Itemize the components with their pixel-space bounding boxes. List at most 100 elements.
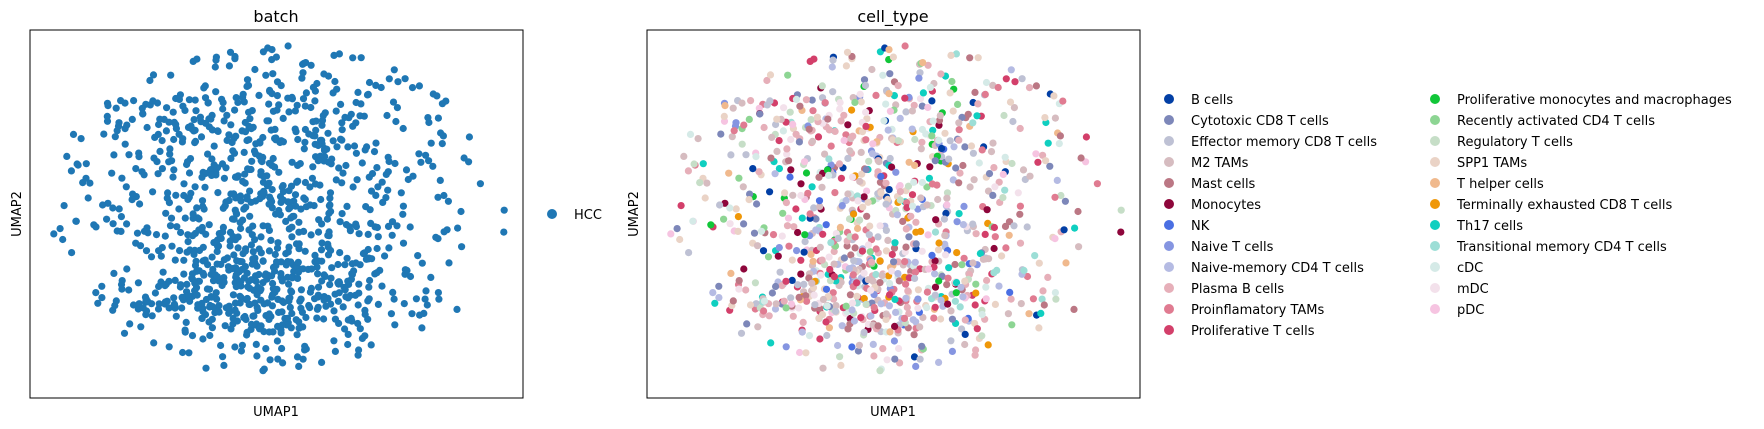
cell-type-point [991, 183, 999, 191]
cell-type-legend-marker [1164, 262, 1174, 272]
batch-point [115, 205, 123, 213]
cell-type-point [755, 168, 763, 176]
batch-point [383, 111, 391, 120]
batch-point [247, 198, 255, 206]
cell-type-point [805, 125, 813, 133]
cell-type-point [911, 258, 919, 266]
cell-type-point [760, 297, 769, 305]
cell-type-point [899, 217, 907, 225]
batch-point [231, 299, 240, 307]
batch-point [140, 227, 149, 235]
cell-type-point [882, 247, 891, 255]
batch-point [391, 321, 399, 329]
batch-point [143, 307, 151, 315]
cell-type-point [961, 340, 969, 349]
batch-point [245, 122, 253, 130]
cell-type-legend-marker [1430, 115, 1440, 125]
batch-point [59, 235, 67, 244]
cell-type-point [726, 220, 734, 228]
batch-point [233, 317, 241, 325]
cell-type-point [707, 221, 715, 229]
batch-point [199, 202, 207, 211]
batch-point [355, 346, 363, 354]
cell-type-point [792, 205, 800, 213]
batch-point [354, 88, 362, 96]
cell-type-point [935, 277, 943, 285]
cell-type-point [1117, 206, 1125, 214]
batch-point [295, 240, 303, 248]
batch-point [225, 131, 233, 139]
batch-point [178, 293, 186, 301]
cell-type-point [788, 276, 796, 284]
cell-type-point [926, 83, 935, 91]
batch-point [340, 283, 348, 291]
batch-point [328, 264, 336, 272]
cell-type-point [716, 201, 724, 209]
batch-point [409, 172, 417, 180]
batch-point [356, 112, 364, 120]
batch-point [82, 160, 90, 168]
batch-point [265, 315, 273, 323]
cell-type-point [808, 137, 817, 145]
cell-type-point [854, 347, 863, 355]
cell-type-point [787, 294, 795, 302]
cell-type-point [792, 130, 800, 138]
cell-type-point [910, 178, 918, 186]
cell-type-point [786, 173, 794, 181]
batch-point [397, 189, 405, 197]
batch-point [362, 255, 370, 263]
cell-type-point [730, 127, 738, 135]
batch-point [68, 249, 76, 257]
cell-type-point [1050, 92, 1058, 100]
cell-type-point [911, 161, 919, 169]
cell-type-point [886, 154, 894, 163]
cell-type-point [805, 274, 813, 282]
cell-type-point [1031, 252, 1039, 260]
cell-type-point [941, 129, 949, 137]
cell-type-point [1074, 207, 1082, 216]
batch-point [210, 142, 218, 150]
cell-type-point [1037, 309, 1045, 317]
cell-type-point [860, 193, 868, 201]
cell-type-point [851, 233, 859, 241]
batch-point [355, 230, 363, 238]
batch-point [320, 315, 328, 323]
batch-point [121, 99, 129, 107]
cell-type-point [1006, 98, 1015, 106]
batch-point [390, 66, 398, 74]
cell-type-point [764, 253, 773, 261]
cell-type-point [990, 223, 999, 232]
cell-type-point [888, 250, 896, 259]
cell-type-point [994, 83, 1002, 92]
cell-type-point [905, 233, 913, 241]
cell-type-point [888, 163, 896, 171]
batch-point [171, 256, 179, 264]
cell-type-point [684, 167, 693, 175]
cell-type-point [766, 188, 774, 196]
batch-point [128, 115, 136, 123]
cell-type-point [905, 274, 913, 282]
cell-type-point [802, 349, 810, 357]
cell-type-point [886, 279, 894, 288]
cell-type-point [784, 214, 793, 222]
cell-type-point [734, 227, 742, 235]
cell-type-point [849, 132, 857, 140]
batch-point [341, 261, 349, 269]
batch-point [191, 279, 199, 287]
cell-type-point [763, 76, 771, 85]
cell-type-point [809, 257, 817, 265]
batch-point [225, 62, 233, 70]
batch-point [202, 230, 210, 238]
batch-point [299, 69, 307, 77]
batch-point [265, 247, 273, 255]
cell-type-point [894, 137, 902, 145]
cell-type-point [915, 74, 923, 82]
cell-type-point [966, 54, 974, 62]
batch-point [364, 230, 372, 238]
batch-point [301, 342, 309, 350]
cell-type-point [848, 52, 856, 61]
cell-type-point [840, 111, 848, 119]
batch-point [227, 121, 235, 129]
cell-type-point [1002, 244, 1010, 252]
batch-point [229, 291, 237, 299]
